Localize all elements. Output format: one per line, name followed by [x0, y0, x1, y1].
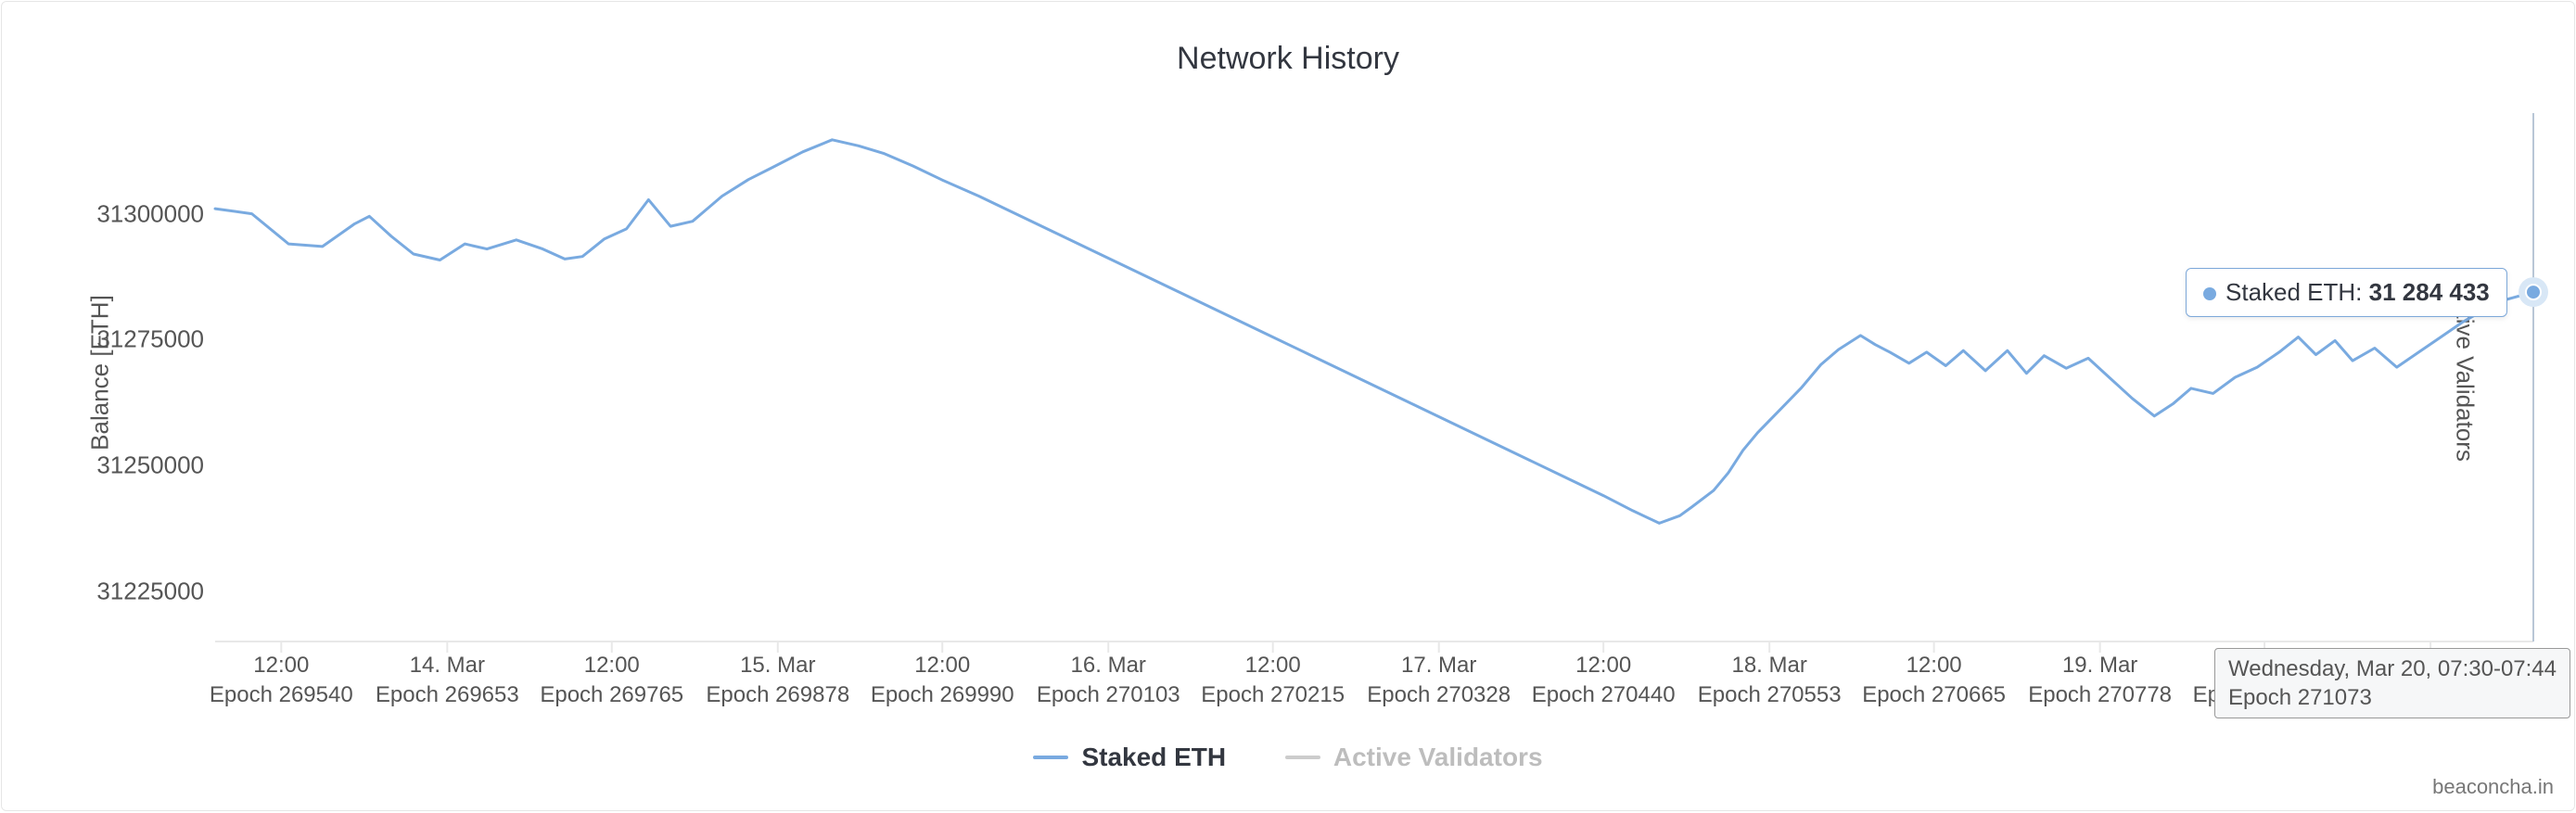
chart-card: Network History Balance [ETH] Active Val…: [1, 1, 2575, 811]
y-tick-label: 31225000: [19, 577, 204, 605]
x-tick-label: 15. MarEpoch 269878: [706, 651, 849, 711]
legend-label: Active Validators: [1333, 743, 1543, 772]
value-tooltip: Staked ETH: 31 284 433: [2186, 268, 2507, 317]
y-tick-label: 31275000: [19, 325, 204, 354]
legend-swatch-icon: [1285, 756, 1320, 759]
plot-area[interactable]: [215, 113, 2533, 642]
legend-label: Staked ETH: [1081, 743, 1226, 772]
x-tick-label: 16. MarEpoch 270103: [1037, 651, 1180, 711]
hover-marker: [2526, 285, 2541, 299]
chart-title: Network History: [2, 41, 2574, 77]
x-tick-label: 18. MarEpoch 270553: [1698, 651, 1842, 711]
series-line[interactable]: [215, 140, 2533, 524]
chart-legend: Staked ETH Active Validators: [2, 736, 2574, 772]
y-tick-label: 31300000: [19, 199, 204, 228]
x-tick-label: 12:00Epoch 270440: [1532, 651, 1676, 711]
x-tick-label: 12:00Epoch 270665: [1862, 651, 2006, 711]
chart-credit[interactable]: beaconcha.in: [2432, 775, 2554, 799]
y-axis-title: Balance [ETH]: [85, 295, 114, 451]
x-tick-label: 12:00Epoch 270215: [1201, 651, 1345, 711]
xaxis-hover-line2: Epoch 271073: [2228, 683, 2557, 712]
x-tick-label: 12:00Epoch 269540: [210, 651, 353, 711]
y-tick-label: 31250000: [19, 451, 204, 480]
tooltip-series-dot: [2203, 287, 2216, 300]
xaxis-hover-tooltip: Wednesday, Mar 20, 07:30-07:44 Epoch 271…: [2214, 648, 2570, 718]
legend-item-active-validators[interactable]: Active Validators: [1285, 743, 1543, 772]
chart-svg[interactable]: [215, 113, 2533, 642]
x-tick-label: 19. MarEpoch 270778: [2028, 651, 2172, 711]
tooltip-series-label: Staked ETH:: [2225, 278, 2369, 306]
legend-item-staked-eth[interactable]: Staked ETH: [1033, 743, 1226, 772]
x-tick-label: 17. MarEpoch 270328: [1367, 651, 1511, 711]
x-tick-label: 14. MarEpoch 269653: [376, 651, 519, 711]
tooltip-series-value: 31 284 433: [2369, 278, 2490, 306]
x-tick-label: 12:00Epoch 269765: [540, 651, 683, 711]
legend-swatch-icon: [1033, 756, 1068, 759]
x-tick-label: 12:00Epoch 269990: [871, 651, 1014, 711]
xaxis-hover-line1: Wednesday, Mar 20, 07:30-07:44: [2228, 654, 2557, 683]
